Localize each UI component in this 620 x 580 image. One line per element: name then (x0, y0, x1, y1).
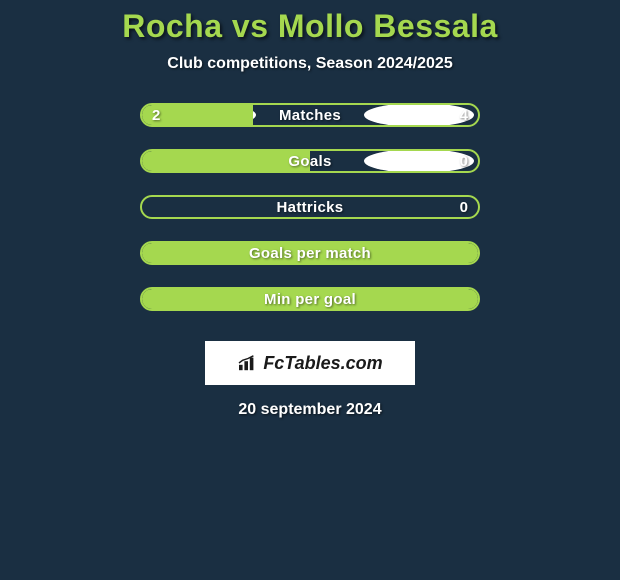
stat-bar: Min per goal (140, 287, 480, 311)
brand-text: FcTables.com (263, 353, 382, 374)
page-subtitle: Club competitions, Season 2024/2025 (167, 55, 452, 73)
stat-value-right: 4 (460, 105, 468, 125)
stat-bar: Goals per match (140, 241, 480, 265)
stat-label: Hattricks (142, 197, 478, 217)
stat-bar: Goals0 (140, 149, 480, 173)
page-title: Rocha vs Mollo Bessala (122, 8, 498, 45)
stat-bar: Matches2 4 (140, 103, 480, 127)
stat-label: Goals per match (142, 243, 478, 263)
stat-label: Matches (142, 105, 478, 125)
stat-value-right: 0 (460, 197, 468, 217)
stat-row: Min per goal (140, 287, 480, 311)
brand-logo-box[interactable]: FcTables.com (205, 341, 415, 385)
bars-chart-icon (237, 354, 259, 372)
stat-row: Hattricks0 (140, 195, 480, 219)
stat-bar: Hattricks0 (140, 195, 480, 219)
stat-row: Matches2 4 (140, 103, 480, 127)
date-text: 20 september 2024 (238, 401, 381, 419)
stat-label: Min per goal (142, 289, 478, 309)
stat-row: Goals0 (140, 149, 480, 173)
stat-row: Goals per match (140, 241, 480, 265)
comparison-infographic: Rocha vs Mollo Bessala Club competitions… (0, 0, 620, 419)
stat-value-left: 2 (152, 105, 160, 125)
stat-label: Goals (142, 151, 478, 171)
bars-container: Matches24Goals0Hattricks0Goals per match… (140, 103, 480, 333)
brand-logo: FcTables.com (237, 353, 382, 374)
stat-value-right: 0 (460, 151, 468, 171)
